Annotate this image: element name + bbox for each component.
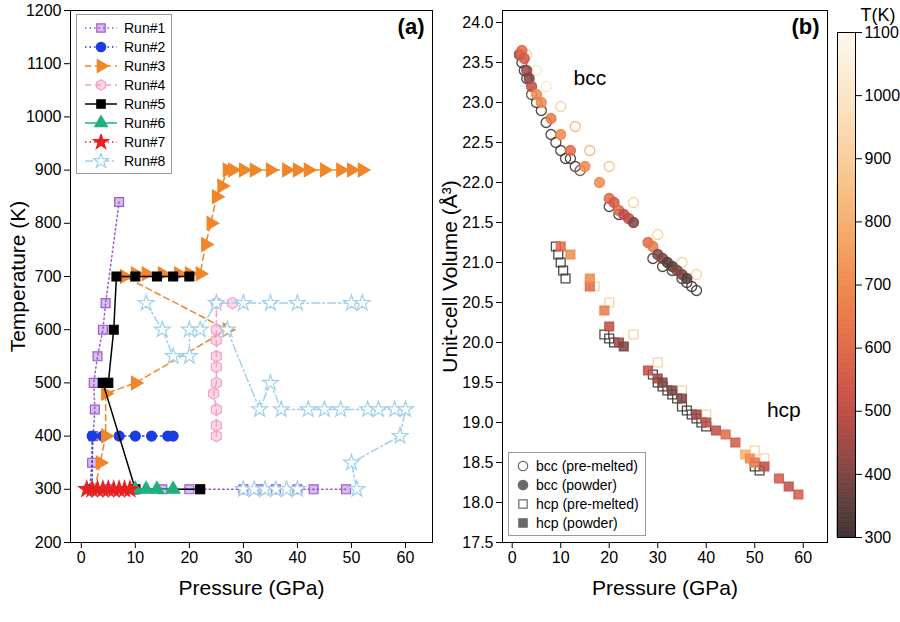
svg-text:40: 40 — [289, 549, 307, 566]
html-text:bcc (pre-melted): bcc (pre-melted) — [536, 457, 638, 474]
svg-text:1100: 1100 — [27, 55, 62, 72]
svg-text:22.5: 22.5 — [462, 134, 493, 151]
svg-text:bcc: bcc — [573, 66, 606, 89]
svg-text:30: 30 — [234, 549, 252, 566]
svg-text:20.0: 20.0 — [462, 334, 493, 351]
svg-text:30: 30 — [649, 549, 667, 566]
svg-text:23.0: 23.0 — [462, 94, 493, 111]
svg-text:60: 60 — [397, 549, 415, 566]
html-text:Run#4: Run#4 — [124, 76, 166, 93]
svg-text:18.5: 18.5 — [462, 454, 493, 471]
svg-text:0: 0 — [77, 549, 86, 566]
svg-text:(b): (b) — [791, 14, 819, 39]
svg-text:1000: 1000 — [865, 87, 900, 104]
svg-text:600: 600 — [35, 321, 62, 338]
html-text:Run#2: Run#2 — [124, 38, 166, 55]
svg-text:(a): (a) — [398, 14, 425, 39]
svg-text:23.5: 23.5 — [462, 54, 493, 71]
svg-text:0: 0 — [508, 549, 517, 566]
svg-text:400: 400 — [35, 427, 62, 444]
html-text:Run#6: Run#6 — [124, 114, 166, 131]
svg-text:800: 800 — [35, 214, 62, 231]
svg-text:600: 600 — [865, 339, 892, 356]
svg-text:10: 10 — [126, 549, 144, 566]
svg-text:18.0: 18.0 — [462, 494, 493, 511]
svg-text:Unit-cell Volume (Å³): Unit-cell Volume (Å³) — [438, 180, 461, 373]
svg-text:19.0: 19.0 — [462, 414, 493, 431]
svg-text:hcp: hcp — [767, 398, 801, 421]
html-text:bcc (powder): bcc (powder) — [536, 476, 617, 493]
svg-text:500: 500 — [35, 374, 62, 391]
svg-text:40: 40 — [697, 549, 715, 566]
html-text:hcp (pre-melted): hcp (pre-melted) — [536, 495, 639, 512]
svg-text:T(K): T(K) — [861, 5, 896, 25]
svg-text:17.5: 17.5 — [462, 534, 493, 551]
svg-text:800: 800 — [865, 213, 892, 230]
svg-text:24.0: 24.0 — [462, 14, 493, 31]
svg-text:300: 300 — [865, 529, 892, 546]
svg-text:1100: 1100 — [865, 24, 900, 41]
svg-text:20.5: 20.5 — [462, 294, 493, 311]
html-text:Run#7: Run#7 — [124, 133, 166, 150]
svg-text:Pressure (GPa): Pressure (GPa) — [179, 576, 325, 599]
html-text:hcp (powder): hcp (powder) — [536, 514, 618, 531]
svg-text:21.5: 21.5 — [462, 214, 493, 231]
html-text:Run#5: Run#5 — [124, 95, 166, 112]
svg-text:50: 50 — [746, 549, 764, 566]
svg-text:1200: 1200 — [26, 2, 62, 19]
svg-text:19.5: 19.5 — [462, 374, 493, 391]
svg-text:700: 700 — [35, 268, 62, 285]
svg-text:900: 900 — [865, 150, 892, 167]
svg-text:900: 900 — [35, 161, 62, 178]
svg-text:20: 20 — [600, 549, 618, 566]
svg-text:400: 400 — [865, 465, 892, 482]
svg-text:500: 500 — [865, 402, 892, 419]
svg-text:Pressure (GPa): Pressure (GPa) — [592, 576, 738, 599]
svg-text:10: 10 — [552, 549, 570, 566]
svg-text:21.0: 21.0 — [462, 254, 493, 271]
html-text:Run#8: Run#8 — [124, 152, 166, 169]
svg-text:Temperature (K): Temperature (K) — [6, 201, 29, 353]
svg-text:60: 60 — [794, 549, 812, 566]
svg-text:700: 700 — [865, 276, 892, 293]
html-text:Run#3: Run#3 — [124, 57, 166, 74]
svg-text:200: 200 — [35, 534, 62, 551]
svg-text:20: 20 — [180, 549, 198, 566]
html-text:Run#1: Run#1 — [124, 19, 166, 36]
svg-text:50: 50 — [343, 549, 361, 566]
svg-text:1000: 1000 — [26, 108, 62, 125]
svg-text:300: 300 — [35, 480, 62, 497]
svg-text:22.0: 22.0 — [462, 174, 493, 191]
